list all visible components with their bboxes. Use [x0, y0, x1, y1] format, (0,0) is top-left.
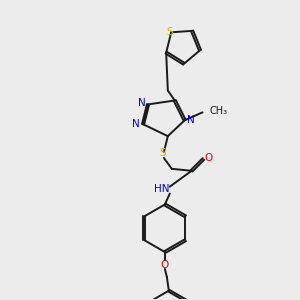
- Text: S: S: [160, 148, 166, 158]
- Text: O: O: [161, 260, 169, 270]
- Text: CH₃: CH₃: [209, 106, 228, 116]
- Text: S: S: [166, 27, 172, 37]
- Text: O: O: [204, 153, 213, 163]
- Text: N: N: [132, 119, 140, 129]
- Text: N: N: [138, 98, 146, 108]
- Text: HN: HN: [154, 184, 170, 194]
- Text: N: N: [187, 115, 194, 125]
